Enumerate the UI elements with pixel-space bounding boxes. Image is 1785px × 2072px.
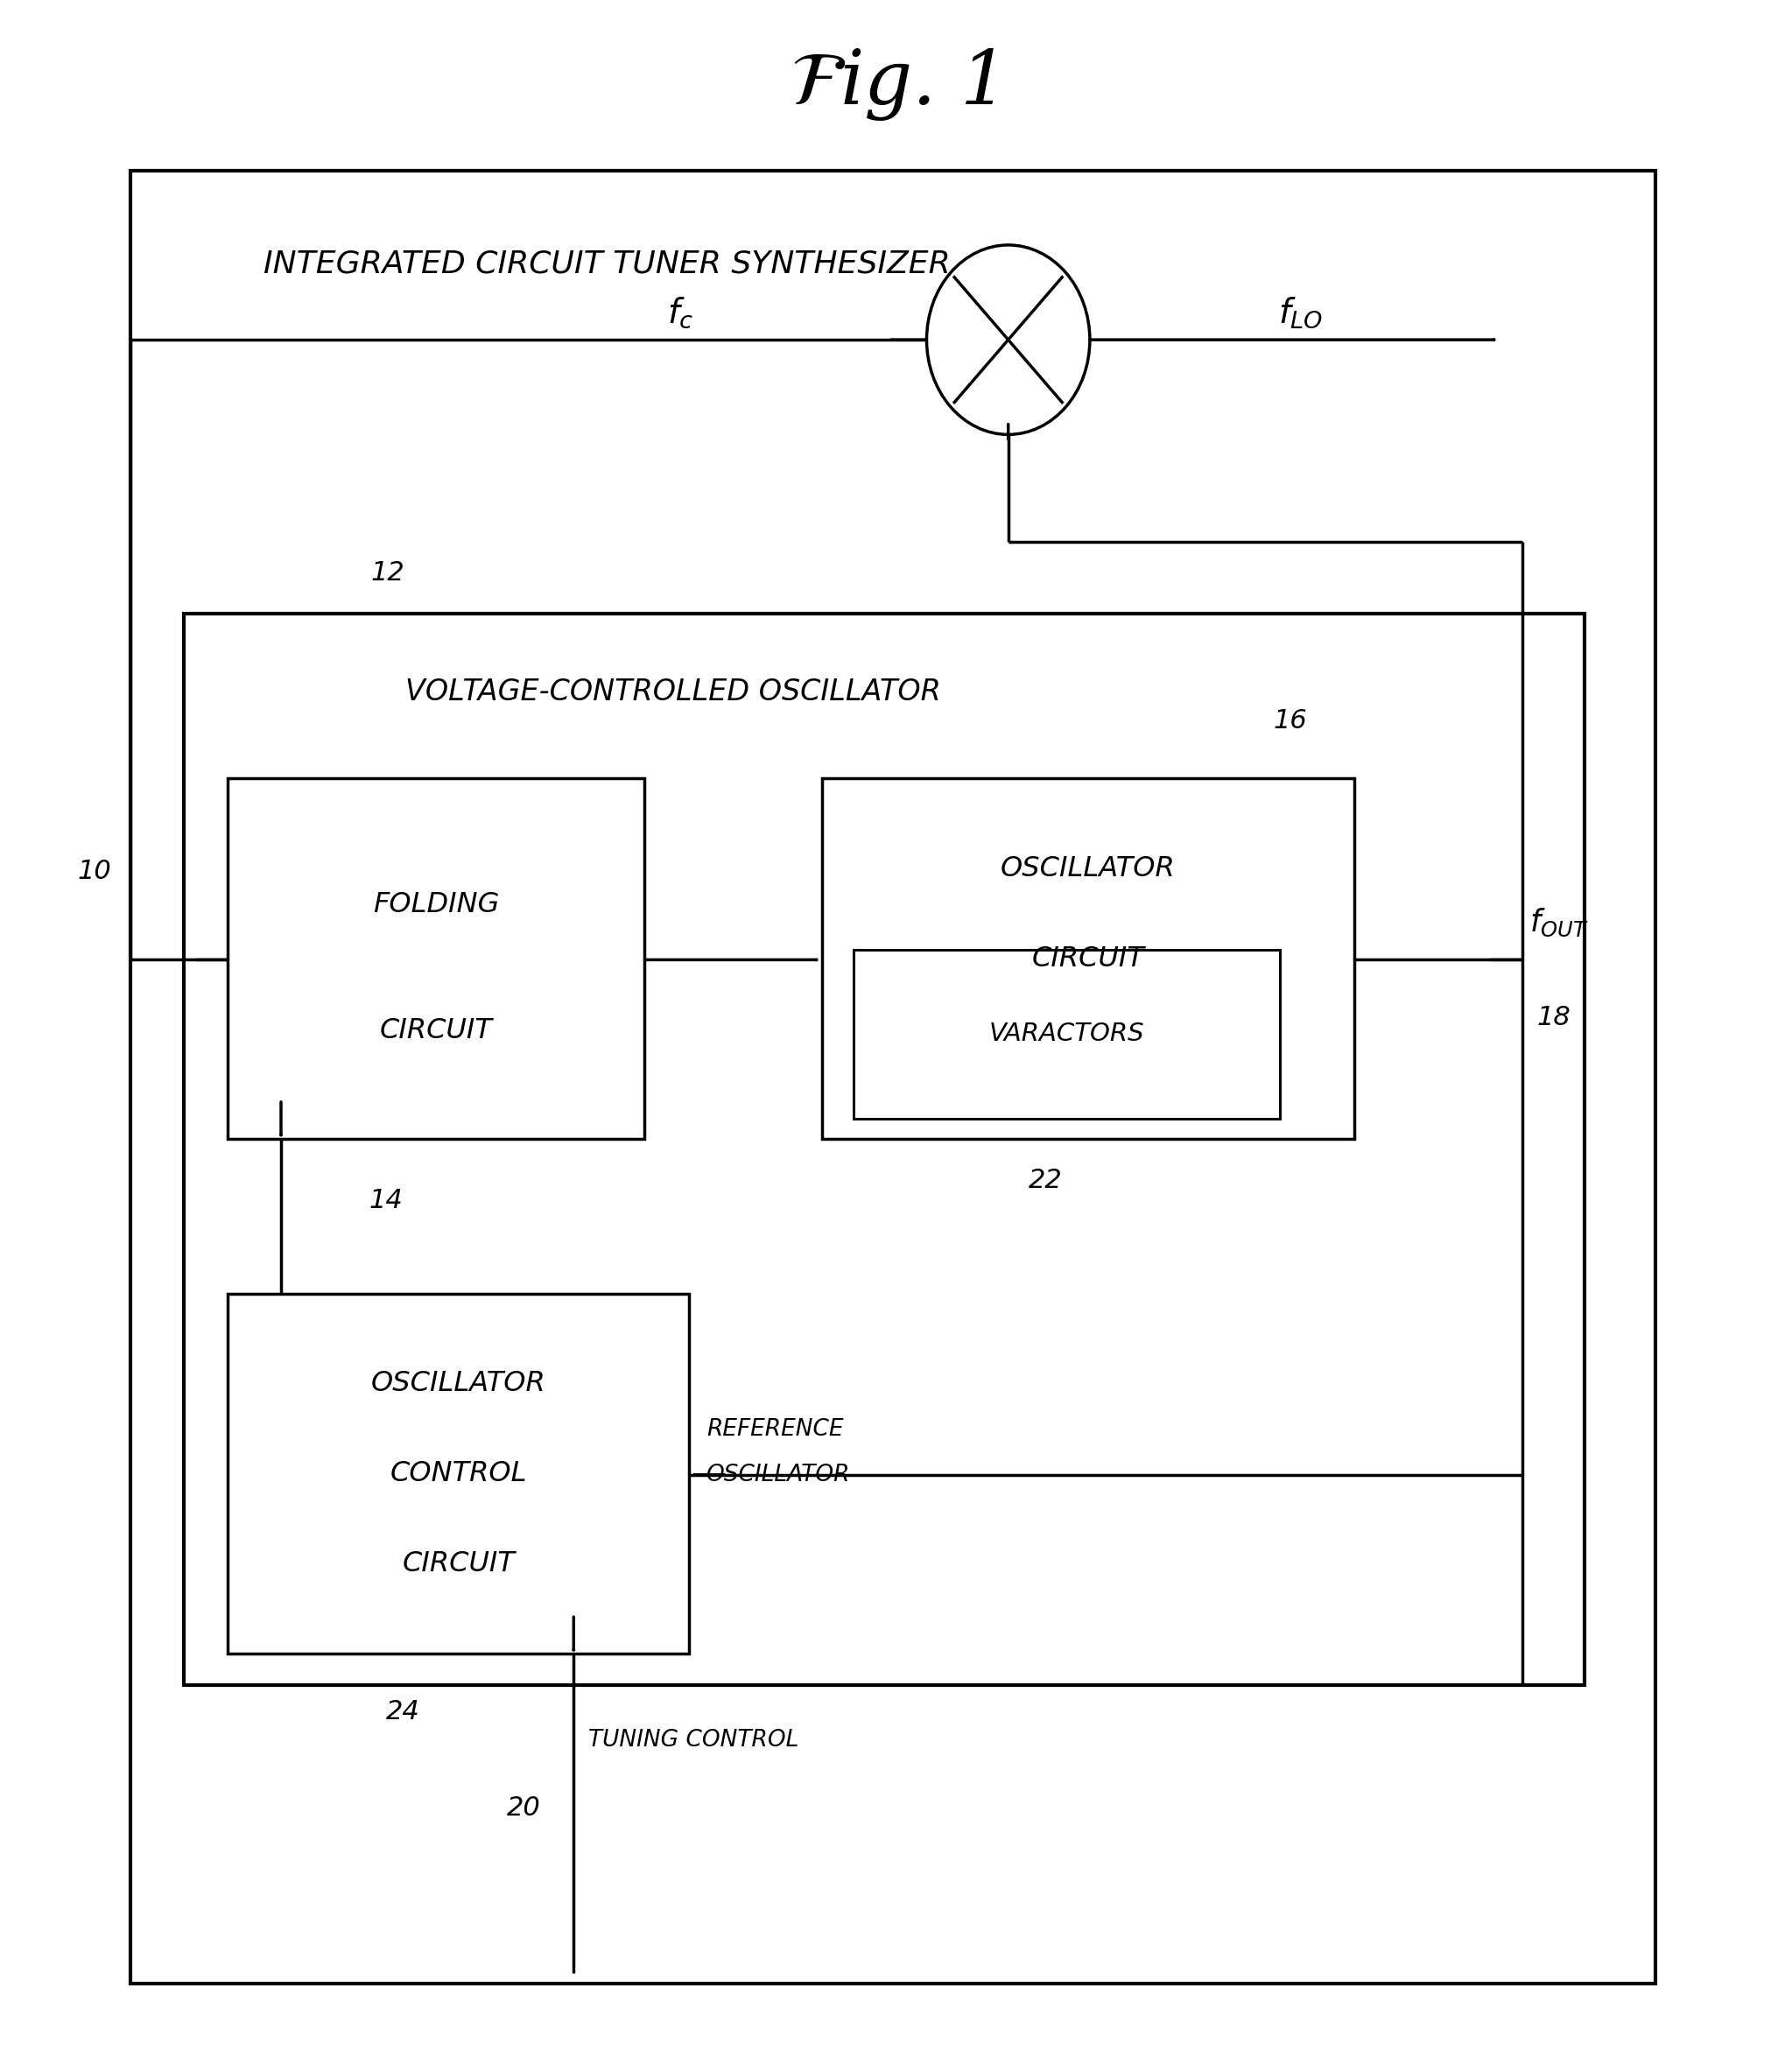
Bar (228, 1293, 689, 1653)
Bar (821, 779, 1353, 1140)
Text: 22: 22 (1028, 1167, 1062, 1193)
Text: 18: 18 (1537, 1005, 1571, 1030)
Bar (184, 613, 1583, 1685)
Text: VOLTAGE-CONTROLLED OSCILLATOR: VOLTAGE-CONTROLLED OSCILLATOR (405, 678, 941, 707)
Text: 10: 10 (79, 858, 112, 885)
Text: 20: 20 (507, 1796, 541, 1821)
Text: 16: 16 (1273, 709, 1307, 733)
Text: 14: 14 (369, 1187, 403, 1214)
Text: CIRCUIT: CIRCUIT (402, 1550, 514, 1577)
Text: CIRCUIT: CIRCUIT (380, 1017, 493, 1044)
Text: 24: 24 (386, 1699, 419, 1724)
Bar (853, 949, 1280, 1119)
Text: REFERENCE: REFERENCE (707, 1417, 843, 1440)
Text: TUNING CONTROL: TUNING CONTROL (587, 1730, 798, 1751)
Text: OSCILLATOR: OSCILLATOR (371, 1370, 546, 1397)
Bar (228, 779, 644, 1140)
Text: 12: 12 (369, 559, 403, 584)
Text: $f_c$: $f_c$ (666, 296, 693, 329)
Text: CONTROL: CONTROL (389, 1461, 527, 1488)
Text: CIRCUIT: CIRCUIT (1032, 945, 1144, 972)
Text: FOLDING: FOLDING (373, 891, 500, 918)
Text: OSCILLATOR: OSCILLATOR (707, 1463, 850, 1486)
Text: $\mathcal{F}$ig. 1: $\mathcal{F}$ig. 1 (791, 46, 994, 122)
Text: $f_{OUT}$: $f_{OUT}$ (1530, 908, 1589, 939)
Text: $f_{LO}$: $f_{LO}$ (1278, 296, 1323, 329)
Text: OSCILLATOR: OSCILLATOR (1000, 856, 1175, 883)
Text: VARACTORS: VARACTORS (989, 1021, 1144, 1046)
Bar (130, 170, 1655, 1983)
Text: INTEGRATED CIRCUIT TUNER SYNTHESIZER: INTEGRATED CIRCUIT TUNER SYNTHESIZER (262, 249, 950, 278)
